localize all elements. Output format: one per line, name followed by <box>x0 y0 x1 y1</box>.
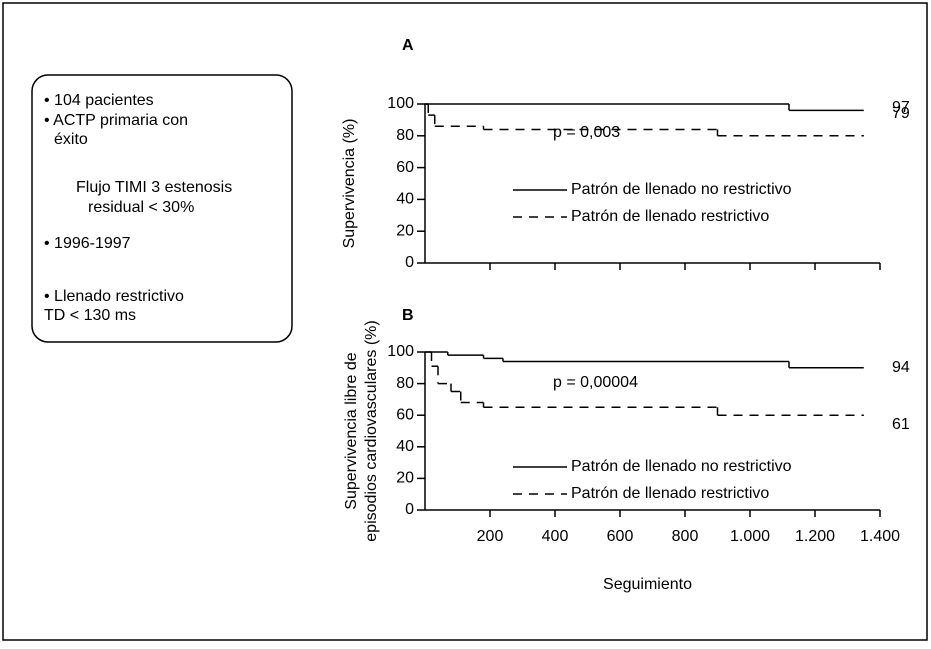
annotation: p = 0,003 <box>553 124 620 141</box>
legend-label: Patrón de llenado no restrictivo <box>571 458 792 475</box>
y-axis-label: Supervivencia libre de <box>343 352 360 510</box>
annotation: p = 0,00004 <box>553 374 638 391</box>
legend-label: Patrón de llenado restrictivo <box>571 485 769 502</box>
legend-label: Patrón de llenado restrictivo <box>571 208 769 225</box>
end-label: 61 <box>892 416 910 433</box>
x-tick-label: 200 <box>477 528 504 545</box>
panel-label: B <box>402 307 414 324</box>
end-label: 94 <box>892 359 910 376</box>
y-tick-label: 20 <box>396 470 414 487</box>
y-tick-label: 0 <box>405 254 414 271</box>
y-tick-label: 60 <box>396 159 414 176</box>
x-tick-label: 600 <box>607 528 634 545</box>
y-tick-label: 0 <box>405 501 414 518</box>
y-tick-label: 80 <box>396 375 414 392</box>
y-tick-label: 80 <box>396 127 414 144</box>
y-tick-label: 100 <box>387 343 414 360</box>
box-line: éxito <box>54 131 88 148</box>
frame <box>2 2 928 641</box>
y-tick-label: 40 <box>396 191 414 208</box>
x-tick-label: 1.400 <box>860 528 900 545</box>
y-tick-label: 40 <box>396 438 414 455</box>
box-line: • 104 pacientes <box>44 92 154 109</box>
box-line: Flujo TIMI 3 estenosis <box>76 179 232 196</box>
end-label: 97 <box>892 99 910 116</box>
y-axis-label: Supervivencia (%) <box>341 119 358 249</box>
info-box <box>31 74 293 343</box>
y-tick-label: 100 <box>387 95 414 112</box>
box-line: residual < 30% <box>88 199 194 216</box>
box-line: • Llenado restrictivo <box>44 288 184 305</box>
x-tick-label: 400 <box>542 528 569 545</box>
x-tick-label: 1.000 <box>730 528 770 545</box>
x-axis-label: Seguimiento <box>603 576 692 593</box>
x-tick-label: 1.200 <box>795 528 835 545</box>
panel-label: A <box>402 37 414 54</box>
box-line: • 1996-1997 <box>44 235 131 252</box>
end-label: 79 <box>892 105 910 122</box>
y-axis-label: episodios cardiovasculares (%) <box>363 320 380 541</box>
y-tick-label: 60 <box>396 406 414 423</box>
x-tick-label: 800 <box>672 528 699 545</box>
box-line: TD < 130 ms <box>44 307 136 324</box>
box-line: • ACTP primaria con <box>44 112 188 129</box>
y-tick-label: 20 <box>396 222 414 239</box>
legend-label: Patrón de llenado no restrictivo <box>571 181 792 198</box>
